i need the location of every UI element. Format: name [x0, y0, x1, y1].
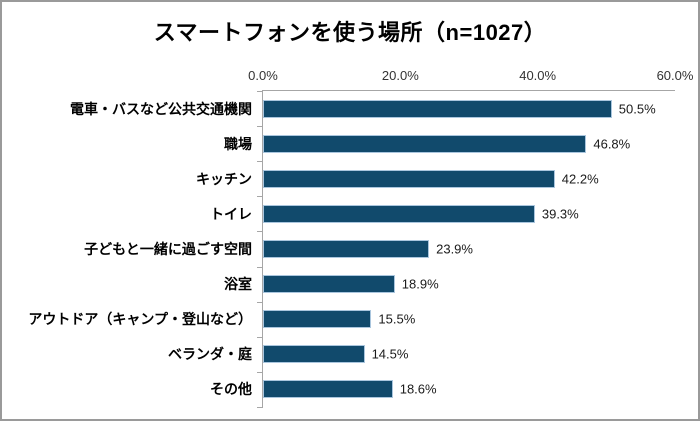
bar-row: 電車・バスなど公共交通機関 50.5%	[2, 91, 698, 126]
bar-row: その他 18.6%	[2, 372, 698, 407]
chart-title: スマートフォンを使う場所（n=1027）	[153, 20, 547, 45]
y-axis-tick	[257, 336, 263, 338]
bar-row: アウトドア（キャンプ・登山など） 15.5%	[2, 302, 698, 337]
category-label: アウトドア（キャンプ・登山など）	[28, 311, 252, 328]
bar	[263, 345, 365, 364]
value-label: 18.9%	[401, 276, 439, 292]
x-axis-tick-label: 20.0%	[381, 68, 419, 83]
y-axis-tick	[257, 91, 263, 92]
bar	[263, 134, 587, 153]
value-label: 15.5%	[378, 311, 416, 327]
bar-row: キッチン 42.2%	[2, 161, 698, 196]
category-label: 浴室	[224, 276, 252, 293]
bar	[263, 380, 393, 399]
category-label: トイレ	[210, 205, 252, 222]
value-label: 50.5%	[618, 101, 656, 117]
x-axis-tick-label: 40.0%	[519, 68, 557, 83]
bar-row: 職場 46.8%	[2, 126, 698, 161]
y-axis-tick	[257, 266, 263, 268]
category-label: 職場	[224, 135, 252, 152]
category-label: 電車・バスなど公共交通機関	[70, 100, 252, 117]
value-label: 39.3%	[541, 206, 579, 222]
y-axis-line	[262, 90, 263, 407]
x-axis-line	[262, 90, 675, 91]
bar	[263, 169, 555, 188]
value-label: 23.9%	[436, 241, 473, 257]
bar	[263, 99, 612, 118]
bar-row: トイレ 39.3%	[2, 196, 698, 231]
value-label: 18.6%	[399, 381, 437, 397]
y-axis-tick	[257, 407, 263, 408]
x-axis-tick-label: 0.0%	[248, 68, 278, 83]
value-label: 42.2%	[561, 171, 599, 187]
bar	[263, 275, 395, 294]
y-axis-tick	[257, 196, 263, 198]
bar	[263, 310, 372, 329]
y-axis-tick	[257, 231, 263, 233]
category-label: その他	[210, 381, 252, 398]
plot-area: 電車・バスなど公共交通機関 50.5% 職場 46.8% キッチン 42.2% トイレ 39.…	[2, 91, 698, 407]
category-label: ベランダ・庭	[168, 346, 252, 363]
y-axis-tick	[257, 161, 263, 163]
bar-row: 子どもと一緒に過ごす空間 23.9%	[2, 231, 698, 266]
bar-row: ベランダ・庭 14.5%	[2, 337, 698, 372]
bar-row: 浴室 18.9%	[2, 267, 698, 302]
y-axis-tick	[257, 371, 263, 373]
category-label: 子どもと一緒に過ごす空間	[84, 240, 252, 257]
category-label: キッチン	[196, 170, 252, 187]
bar	[263, 239, 430, 258]
value-label: 46.8%	[593, 136, 631, 152]
y-axis-tick	[257, 126, 263, 128]
x-axis-tick-label: 60.0%	[656, 68, 694, 83]
y-axis-tick	[257, 301, 263, 303]
value-label: 14.5%	[371, 346, 409, 362]
bar	[263, 204, 535, 223]
